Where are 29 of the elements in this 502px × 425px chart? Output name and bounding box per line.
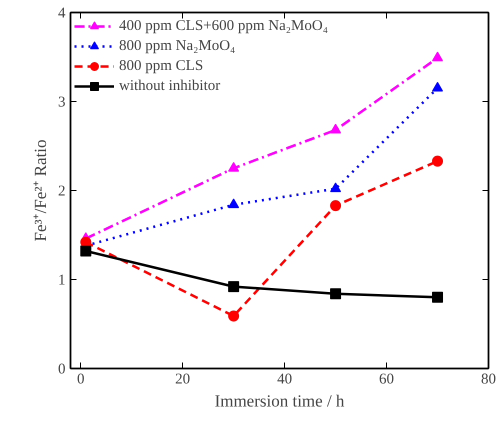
point	[80, 246, 92, 257]
point	[330, 200, 342, 212]
x-tick-label: 40	[277, 372, 292, 388]
y-tick-label: 1	[58, 272, 66, 288]
y-tick-label: 4	[58, 6, 66, 22]
point	[228, 281, 240, 292]
y-tick-label: 2	[58, 184, 66, 200]
y-tick-label: 3	[58, 94, 66, 110]
x-tick-label: 80	[481, 372, 496, 388]
point	[432, 82, 444, 92]
point	[432, 52, 444, 62]
x-tick-label: 0	[76, 372, 84, 388]
point	[330, 288, 342, 300]
point	[432, 292, 444, 303]
point	[228, 310, 240, 322]
legend-label: 800 ppm CLS	[119, 57, 204, 75]
legend-label: 400 ppm CLS+600 ppm Na₂MoO₄	[119, 17, 328, 35]
legend-label: without inhibitor	[119, 77, 220, 95]
point	[228, 162, 240, 172]
y-axis-title: Fe³⁺/Fe²⁺ Ratio	[31, 140, 50, 242]
y-tick-label: 0	[58, 362, 66, 378]
point	[330, 182, 342, 192]
x-tick-label: 60	[379, 372, 394, 388]
point	[330, 124, 342, 134]
point	[432, 156, 444, 167]
legend-label: 800 ppm Na₂MoO₄	[119, 37, 236, 55]
x-tick-label: 20	[175, 372, 190, 388]
point	[228, 198, 240, 208]
x-axis-title: Immersion time / h	[214, 392, 345, 410]
